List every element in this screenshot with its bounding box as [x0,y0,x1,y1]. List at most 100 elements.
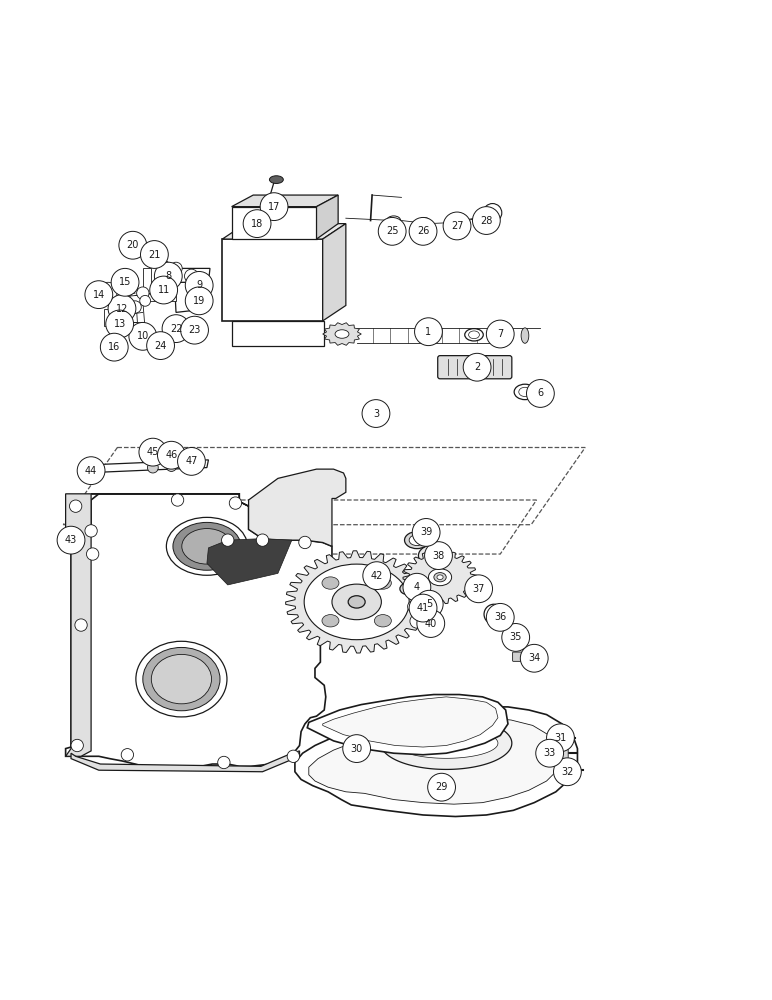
Circle shape [166,461,177,471]
Ellipse shape [374,615,391,627]
Circle shape [154,336,168,349]
Circle shape [486,320,514,348]
Circle shape [428,773,455,801]
Ellipse shape [428,569,452,586]
Text: 30: 30 [350,744,363,754]
Text: 26: 26 [417,226,429,236]
FancyBboxPatch shape [555,732,566,744]
Circle shape [299,536,311,549]
Ellipse shape [519,387,531,397]
Text: 34: 34 [528,653,540,663]
Ellipse shape [304,564,409,640]
Circle shape [229,497,242,509]
Polygon shape [66,494,332,769]
Circle shape [218,756,230,769]
Ellipse shape [465,329,483,341]
Text: 42: 42 [371,571,383,581]
Ellipse shape [255,223,262,229]
Circle shape [100,333,128,361]
Circle shape [536,739,564,767]
Text: 7: 7 [497,329,503,339]
Text: 47: 47 [185,456,198,466]
Ellipse shape [143,647,220,711]
Polygon shape [222,239,323,321]
Circle shape [108,295,136,322]
Circle shape [363,562,391,590]
Text: 24: 24 [154,341,167,351]
Polygon shape [295,707,577,817]
Circle shape [170,262,182,275]
Circle shape [141,244,157,259]
Circle shape [162,315,190,343]
Text: 4: 4 [414,582,420,592]
Text: 36: 36 [494,612,506,622]
Polygon shape [108,287,137,298]
Circle shape [483,204,502,222]
Circle shape [137,287,149,299]
Circle shape [69,500,82,512]
Circle shape [486,603,514,631]
Circle shape [154,262,182,290]
Circle shape [181,316,208,344]
Circle shape [410,614,424,628]
FancyBboxPatch shape [513,652,525,661]
Ellipse shape [167,517,247,575]
Polygon shape [71,751,300,772]
Circle shape [140,295,151,306]
Text: 31: 31 [554,733,567,743]
Circle shape [99,282,117,301]
Polygon shape [174,282,210,312]
Ellipse shape [387,216,401,225]
Text: 3: 3 [373,409,379,419]
Ellipse shape [348,596,365,608]
Polygon shape [503,624,523,639]
Circle shape [71,739,83,752]
Text: 22: 22 [170,324,182,334]
Circle shape [170,321,182,333]
Circle shape [77,457,105,485]
Circle shape [484,604,504,624]
Circle shape [119,231,147,259]
Circle shape [472,207,500,234]
Polygon shape [323,323,361,345]
Text: 12: 12 [116,304,128,314]
Circle shape [403,573,431,601]
Text: 20: 20 [127,240,139,250]
Polygon shape [232,207,317,239]
Circle shape [417,610,445,637]
Ellipse shape [322,577,339,589]
Circle shape [243,210,271,238]
Text: 21: 21 [148,250,161,260]
Circle shape [408,600,420,613]
Text: 28: 28 [480,216,493,226]
Circle shape [185,287,213,315]
Circle shape [129,322,157,350]
Circle shape [141,241,168,268]
Text: 23: 23 [188,325,201,335]
Ellipse shape [151,654,212,704]
Circle shape [57,526,85,554]
Ellipse shape [250,221,267,231]
Polygon shape [207,539,292,585]
Text: 13: 13 [113,319,126,329]
Circle shape [121,749,134,761]
Circle shape [185,271,213,299]
Circle shape [418,217,431,230]
Text: 45: 45 [147,447,159,457]
Circle shape [343,735,371,762]
FancyBboxPatch shape [80,465,90,476]
Circle shape [185,269,198,283]
Ellipse shape [514,384,536,400]
Text: 43: 43 [65,535,77,545]
Text: 33: 33 [543,748,556,758]
Circle shape [362,400,390,427]
Circle shape [85,281,113,309]
Circle shape [412,519,440,546]
Circle shape [409,594,437,622]
Circle shape [178,448,205,475]
Circle shape [186,459,197,470]
Text: 37: 37 [472,584,485,594]
Ellipse shape [469,331,479,339]
Polygon shape [176,268,210,282]
Text: 40: 40 [425,619,437,629]
